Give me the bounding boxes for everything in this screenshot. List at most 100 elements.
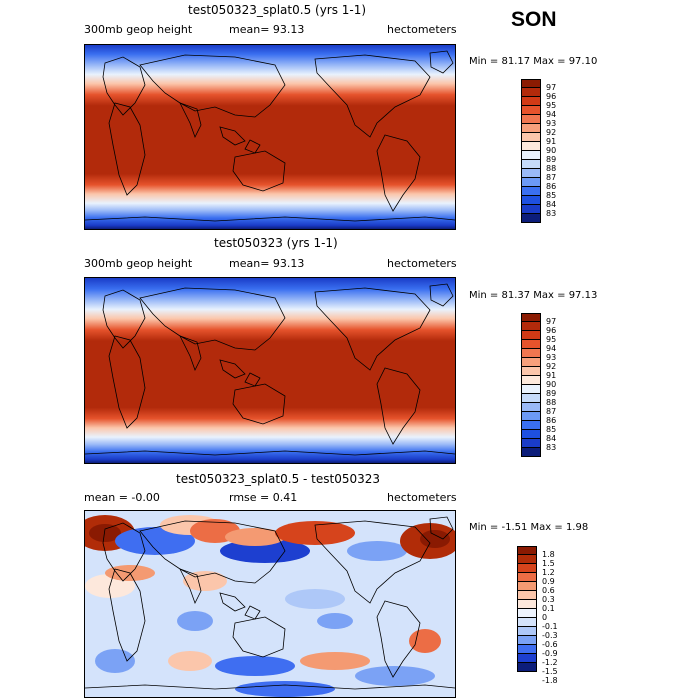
colorbar-tick-label: 83: [546, 209, 557, 218]
colorbar-swatch: [521, 385, 541, 394]
colorbar-swatch: [517, 663, 537, 672]
colorbar-tick-label: -0.9: [542, 649, 558, 658]
colorbar-swatch: [521, 88, 541, 97]
colorbar-tick-label: 91: [546, 371, 557, 380]
colorbar-tick-label: 1.8: [542, 550, 555, 559]
panel-1-coastlines: [85, 50, 455, 222]
colorbar-tick-label: -0.3: [542, 631, 558, 640]
colorbar-swatch: [521, 412, 541, 421]
colorbar-swatch: [517, 564, 537, 573]
colorbar-swatch: [521, 394, 541, 403]
colorbar-swatch: [521, 79, 541, 88]
colorbar-tick-label: 97: [546, 83, 557, 92]
colorbar-tick-label: 94: [546, 344, 557, 353]
panel-3-map: [84, 510, 456, 698]
colorbar-tick-label: 93: [546, 119, 557, 128]
colorbar-swatch: [521, 376, 541, 385]
colorbar-swatch: [521, 160, 541, 169]
colorbar-swatch: [521, 367, 541, 376]
colorbar-swatch: [521, 106, 541, 115]
colorbar-tick-label: 83: [546, 443, 557, 452]
colorbar-tick-label: 0: [542, 613, 548, 622]
colorbar-swatch: [521, 439, 541, 448]
colorbar-tick-label: 0.1: [542, 604, 555, 613]
colorbar-swatch: [521, 331, 541, 340]
colorbar-tick-label: 92: [546, 362, 557, 371]
colorbar-tick-label: 85: [546, 425, 557, 434]
colorbar-tick-label: 90: [546, 146, 557, 155]
colorbar-tick-label: -1.8: [542, 676, 558, 685]
colorbar-swatch: [521, 403, 541, 412]
colorbar-swatch: [521, 169, 541, 178]
panel-3-coastlines: [85, 516, 455, 690]
colorbar-swatch: [517, 546, 537, 555]
colorbar-tick-label: 88: [546, 164, 557, 173]
colorbar-tick-label: 88: [546, 398, 557, 407]
colorbar-tick-label: 93: [546, 353, 557, 362]
colorbar-tick-label: 96: [546, 326, 557, 335]
panel-2-colorbar: 97 96 95 94 93 92 91 90 89 88 87 86 85 84 83: [521, 313, 586, 458]
colorbar-swatch: [521, 448, 541, 457]
panel-2-field-label: 300mb geop height: [84, 257, 193, 270]
colorbar-swatch: [521, 313, 541, 322]
colorbar-swatch: [521, 358, 541, 367]
colorbar-swatch: [517, 645, 537, 654]
colorbar-swatch: [521, 142, 541, 151]
panel-3-colorbar: 1.8 1.5 1.2 0.9 0.6 0.3 0.1 0 -0.1 -0.3 -0.6 -0.9 -1…: [517, 546, 582, 691]
panel-1-title: test050323_splat0.5 (yrs 1-1): [188, 3, 367, 17]
colorbar-tick-label: -0.6: [542, 640, 558, 649]
colorbar-swatch: [517, 609, 537, 618]
panel-1-mean: mean= 93.13: [229, 23, 305, 36]
colorbar-swatch: [517, 618, 537, 627]
colorbar-tick-label: 92: [546, 128, 557, 137]
panel-2-mean: mean= 93.13: [229, 257, 305, 270]
panel-2-minmax: Min = 81.37 Max = 97.13: [469, 290, 598, 301]
colorbar-swatch: [517, 600, 537, 609]
colorbar-swatch: [521, 133, 541, 142]
panel-1-colorbar: 97 96 95 94 93 92 91 90 89 88 87 86 85 84 83: [521, 79, 586, 224]
panel-1-minmax: Min = 81.17 Max = 97.10: [469, 56, 598, 67]
colorbar-tick-label: 0.6: [542, 586, 555, 595]
panel-3-units: hectometers: [387, 491, 457, 504]
colorbar-swatch: [517, 636, 537, 645]
colorbar-tick-label: -0.1: [542, 622, 558, 631]
colorbar-tick-label: 87: [546, 407, 557, 416]
colorbar-swatch: [521, 430, 541, 439]
colorbar-swatch: [521, 187, 541, 196]
colorbar-tick-label: 91: [546, 137, 557, 146]
colorbar-tick-label: 86: [546, 416, 557, 425]
panel-3-title: test050323_splat0.5 - test050323: [176, 472, 381, 486]
colorbar-swatch: [521, 97, 541, 106]
panel-2-coastlines: [85, 283, 455, 456]
colorbar-swatch: [521, 151, 541, 160]
colorbar-tick-label: 90: [546, 380, 557, 389]
colorbar-tick-label: 96: [546, 92, 557, 101]
colorbar-swatch: [521, 178, 541, 187]
colorbar-swatch: [521, 340, 541, 349]
colorbar-swatch: [521, 421, 541, 430]
colorbar-tick-label: -1.2: [542, 658, 558, 667]
colorbar-tick-label: 95: [546, 101, 557, 110]
panel-3-minmax: Min = -1.51 Max = 1.98: [469, 522, 589, 533]
colorbar-tick-label: 84: [546, 434, 557, 443]
colorbar-swatch: [521, 196, 541, 205]
colorbar-tick-label: -1.5: [542, 667, 558, 676]
colorbar-tick-label: 95: [546, 335, 557, 344]
panel-2-title: test050323 (yrs 1-1): [214, 236, 338, 250]
colorbar-tick-label: 89: [546, 389, 557, 398]
colorbar-tick-label: 0.3: [542, 595, 555, 604]
colorbar-tick-label: 87: [546, 173, 557, 182]
colorbar-swatch: [517, 627, 537, 636]
panel-1-field-label: 300mb geop height: [84, 23, 193, 36]
colorbar-tick-label: 1.5: [542, 559, 555, 568]
colorbar-swatch: [521, 349, 541, 358]
colorbar-tick-label: 0.9: [542, 577, 555, 586]
panel-2-map: [84, 277, 456, 464]
colorbar-tick-label: 84: [546, 200, 557, 209]
colorbar-tick-label: 86: [546, 182, 557, 191]
colorbar-swatch: [521, 115, 541, 124]
colorbar-swatch: [517, 582, 537, 591]
colorbar-swatch: [517, 555, 537, 564]
panel-3-rmse: rmse = 0.41: [229, 491, 298, 504]
colorbar-tick-label: 94: [546, 110, 557, 119]
